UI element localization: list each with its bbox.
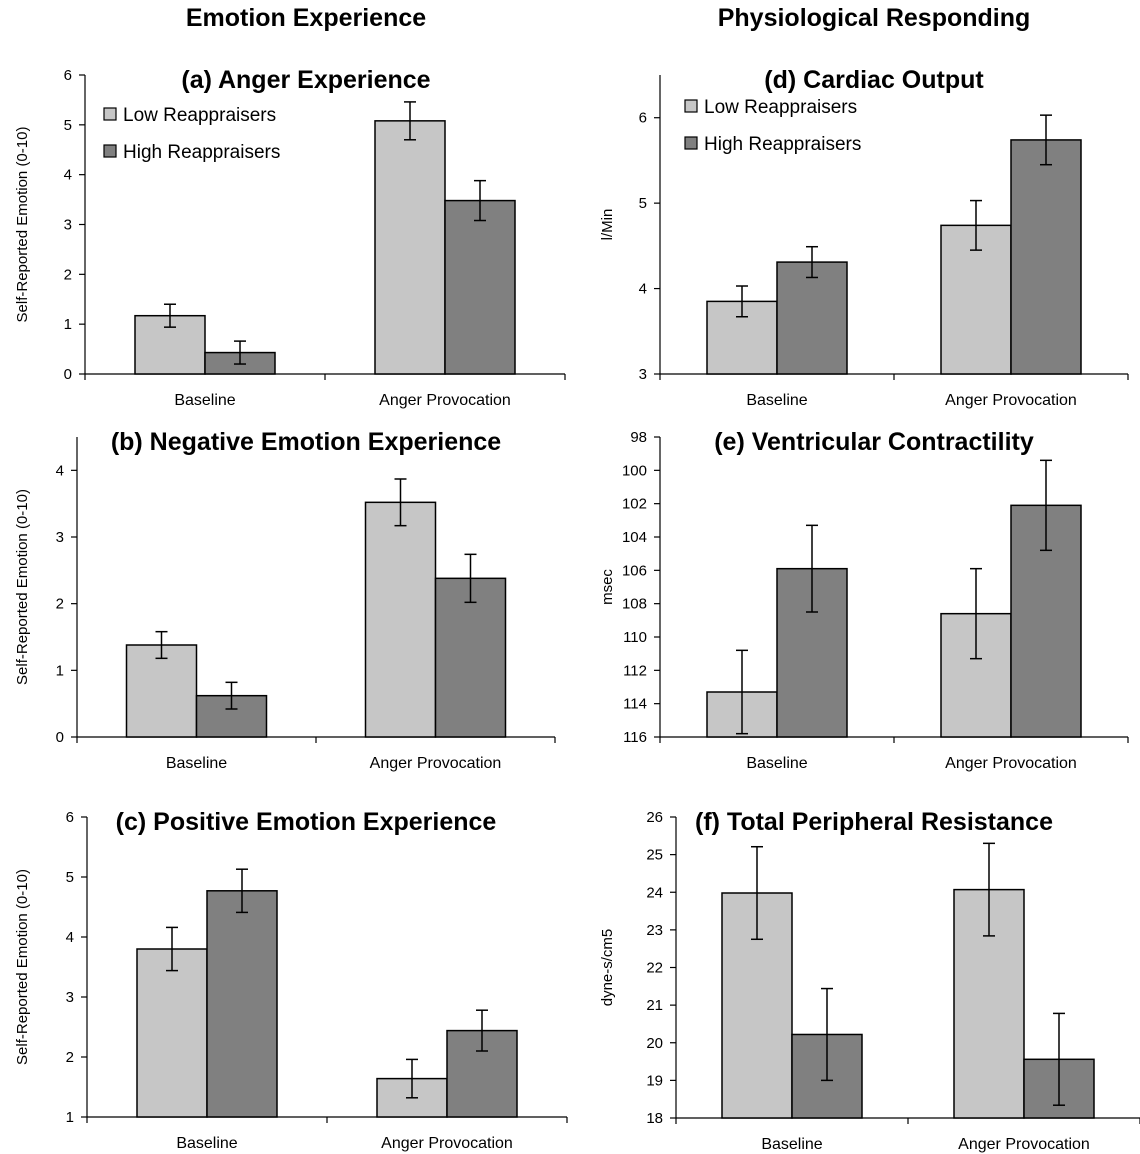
y-tick-label: 4	[56, 462, 64, 479]
bar-high-baseline	[776, 261, 848, 375]
chart-title: (d) Cardiac Output	[764, 66, 984, 94]
x-tick-label: Anger Provocation	[370, 755, 502, 772]
y-tick-label: 100	[622, 462, 647, 479]
y-tick-label: 26	[646, 809, 663, 826]
x-tick-label: Baseline	[761, 1136, 822, 1153]
y-axis-label: msec	[599, 569, 616, 605]
bar-high-anger-provocation	[1010, 504, 1082, 738]
bar-high-anger-provocation	[444, 199, 516, 375]
chart-title: (a) Anger Experience	[181, 66, 430, 94]
y-axis-label: Self-Reported Emotion (0-10)	[14, 489, 31, 685]
left-column-heading: Emotion Experience	[185, 4, 427, 32]
y-tick-label: 1	[64, 316, 72, 333]
y-tick-label: 19	[646, 1072, 663, 1089]
y-axis-label: Self-Reported Emotion (0-10)	[14, 869, 31, 1065]
y-axis-label: l/Min	[599, 209, 616, 241]
y-tick-label: 2	[66, 1049, 74, 1066]
legend-label: High Reappraisers	[123, 142, 280, 163]
y-tick-label: 110	[623, 629, 647, 646]
y-tick-label: 24	[646, 884, 663, 901]
y-tick-label: 6	[66, 809, 74, 826]
y-tick-label: 0	[56, 729, 64, 746]
y-tick-label: 5	[639, 195, 647, 212]
chart-panel-e: (e) Ventricular Contractility msec 98 100 10…	[599, 428, 1129, 772]
y-tick-label: 0	[64, 366, 72, 383]
y-tick-label: 4	[639, 281, 647, 298]
chart-title: (c) Positive Emotion Experience	[116, 808, 497, 836]
x-tick-label: Baseline	[174, 392, 235, 409]
y-tick-label: 4	[66, 929, 74, 946]
legend-label: High Reappraisers	[704, 134, 861, 155]
y-tick-label: 3	[639, 366, 647, 383]
y-tick-label: 2	[56, 596, 64, 613]
x-tick-label: Baseline	[166, 755, 227, 772]
y-tick-label: 21	[646, 997, 663, 1014]
y-tick-label: 5	[64, 117, 72, 134]
y-tick-label: 2	[64, 266, 72, 283]
legend-label: Low Reappraisers	[704, 97, 857, 118]
x-tick-label: Baseline	[176, 1135, 237, 1152]
y-tick-label: 23	[646, 922, 663, 939]
y-tick-label: 102	[622, 496, 647, 513]
chart-panel-a: (a) Anger Experience Self-Reported Emotio…	[14, 66, 566, 409]
x-tick-label: Baseline	[746, 755, 807, 772]
bar-high-anger-provocation	[434, 577, 507, 738]
chart-panel-b: (b) Negative Emotion Experience Self-Repo…	[14, 428, 556, 772]
y-tick-label: 108	[622, 596, 647, 613]
y-tick-label: 4	[64, 167, 72, 184]
y-tick-label: 20	[646, 1035, 663, 1052]
bar-low-anger-provocation	[364, 501, 437, 738]
y-tick-label: 98	[630, 429, 647, 446]
y-tick-label: 6	[639, 110, 647, 127]
x-tick-label: Anger Provocation	[958, 1136, 1090, 1153]
bar-high-baseline	[206, 890, 278, 1118]
x-tick-label: Anger Provocation	[379, 392, 511, 409]
x-tick-label: Anger Provocation	[945, 392, 1077, 409]
bar-low-baseline	[125, 644, 198, 738]
chart-title: (e) Ventricular Contractility	[714, 428, 1034, 456]
y-tick-label: 1	[56, 662, 64, 679]
bar-low-anger-provocation	[374, 120, 446, 375]
legend-swatch-low	[103, 107, 117, 121]
y-tick-label: 3	[56, 529, 64, 546]
legend-label: Low Reappraisers	[123, 105, 276, 126]
y-tick-label: 106	[622, 562, 647, 579]
y-tick-label: 112	[623, 662, 647, 679]
x-tick-label: Baseline	[746, 392, 807, 409]
right-column-heading: Physiological Responding	[717, 4, 1031, 32]
chart-panel-f: (f) Total Peripheral Resistance dyne-s/cm…	[599, 808, 1140, 1153]
y-tick-label: 22	[646, 960, 663, 977]
chart-panel-c: (c) Positive Emotion Experience Self-Repo…	[14, 808, 568, 1152]
y-tick-label: 114	[623, 696, 647, 713]
y-tick-label: 3	[64, 217, 72, 234]
legend-swatch-low	[684, 99, 698, 113]
y-tick-label: 116	[623, 729, 647, 746]
bar-low-baseline	[136, 948, 208, 1118]
bar-high-anger-provocation	[1010, 139, 1082, 375]
chart-panel-d: (d) Cardiac Output l/Min 3 4 5 6 Baseline Anger…	[599, 66, 1129, 409]
chart-title: (f) Total Peripheral Resistance	[695, 808, 1053, 836]
y-tick-label: 5	[66, 869, 74, 886]
legend-swatch-high	[103, 144, 117, 158]
y-axis-label: dyne-s/cm5	[599, 929, 616, 1007]
y-tick-label: 104	[622, 529, 647, 546]
x-tick-label: Anger Provocation	[945, 755, 1077, 772]
chart-title: (b) Negative Emotion Experience	[111, 428, 501, 456]
x-tick-label: Anger Provocation	[381, 1135, 513, 1152]
y-axis-label: Self-Reported Emotion (0-10)	[14, 127, 31, 323]
y-tick-label: 6	[64, 67, 72, 84]
y-tick-label: 18	[646, 1110, 663, 1127]
y-tick-label: 25	[646, 847, 663, 864]
y-tick-label: 3	[66, 989, 74, 1006]
legend-swatch-high	[684, 136, 698, 150]
y-tick-label: 1	[66, 1109, 74, 1126]
